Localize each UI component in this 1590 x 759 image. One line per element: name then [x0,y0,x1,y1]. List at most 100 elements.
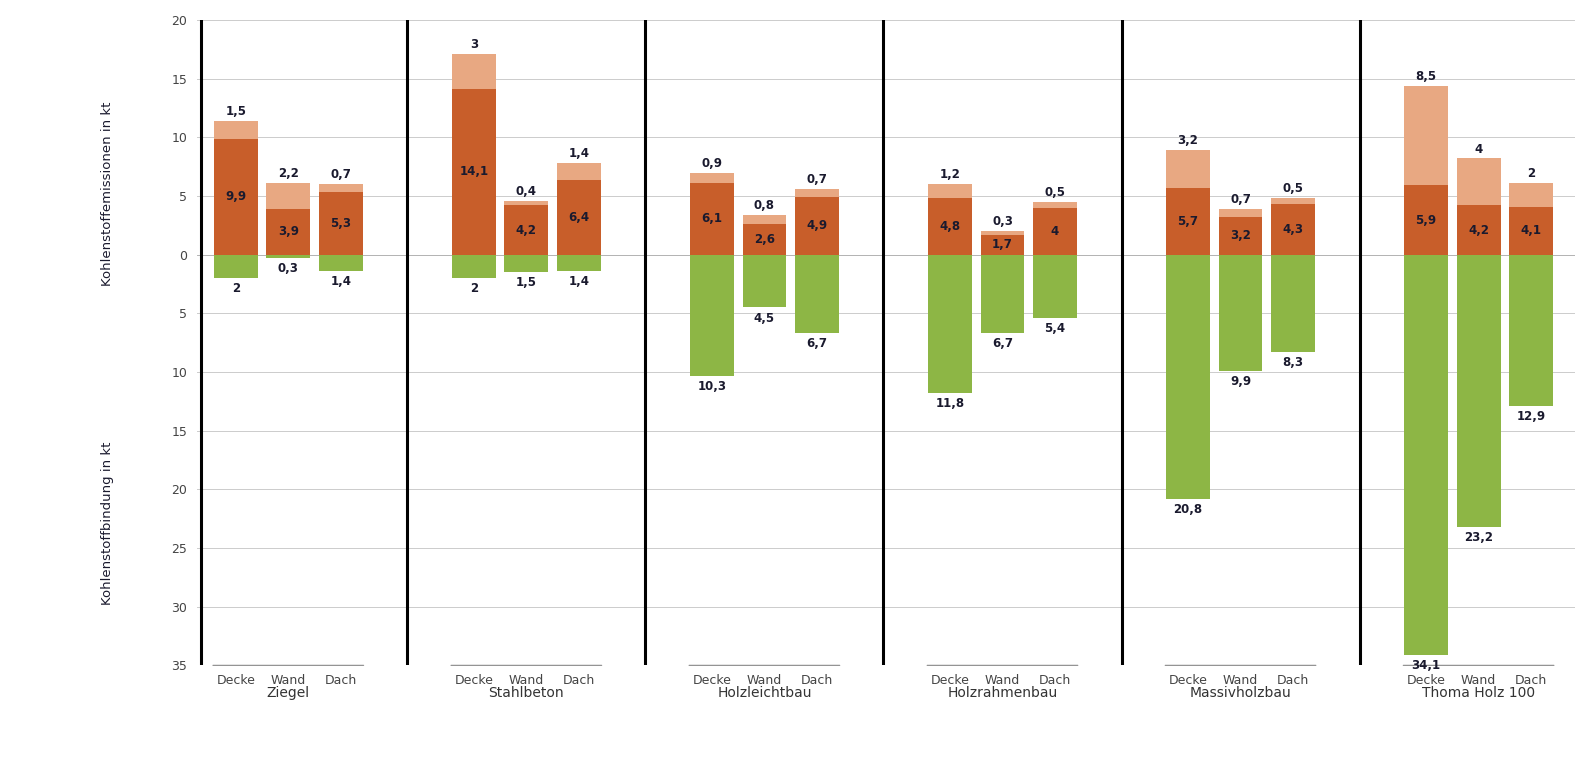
Bar [690,183,733,255]
Text: 2: 2 [469,282,479,295]
Text: 4: 4 [1474,143,1483,156]
Text: Thoma Holz 100: Thoma Holz 100 [1421,686,1536,701]
Bar [1034,202,1076,208]
Bar [213,138,258,255]
Text: 14,1: 14,1 [460,165,488,178]
Bar [1165,187,1210,255]
Text: Kohlenstoffemissionen in kt: Kohlenstoffemissionen in kt [100,102,114,286]
Text: 4,3: 4,3 [1283,223,1304,236]
Bar [743,255,787,307]
Text: Stahlbeton: Stahlbeton [488,686,564,701]
Text: 0,8: 0,8 [754,199,774,212]
Bar [1272,198,1315,204]
Bar [690,255,733,376]
Bar [1404,86,1448,185]
Bar [1034,255,1076,318]
Bar [556,163,601,180]
Text: 9,9: 9,9 [1231,375,1251,388]
Text: 6,7: 6,7 [806,338,827,351]
Bar [1509,206,1553,255]
Bar [504,206,549,255]
Bar [795,197,840,255]
Bar [743,215,787,224]
Text: 3: 3 [469,38,479,51]
Bar [981,231,1024,235]
Bar [743,224,787,255]
Text: 4: 4 [1051,225,1059,238]
Text: 0,5: 0,5 [1045,186,1065,199]
Text: 2,6: 2,6 [754,233,774,246]
Text: 4,2: 4,2 [1468,224,1490,237]
Text: 6,4: 6,4 [568,210,590,224]
Text: 11,8: 11,8 [935,397,965,410]
Bar [452,54,496,90]
Text: 2: 2 [1526,167,1536,180]
Bar [452,255,496,278]
Text: 4,9: 4,9 [806,219,827,232]
Text: 4,2: 4,2 [515,224,537,237]
Text: 4,5: 4,5 [754,312,774,325]
Bar [213,255,258,278]
Bar [1272,204,1315,255]
Bar [1034,208,1076,255]
Bar [929,255,971,393]
Text: 0,7: 0,7 [331,168,351,181]
Bar [1272,255,1315,352]
Bar [981,255,1024,333]
Text: 4,8: 4,8 [940,220,960,233]
Text: 1,4: 1,4 [331,276,351,288]
Text: 6,1: 6,1 [701,213,722,225]
Bar [320,255,363,271]
Text: 0,5: 0,5 [1283,182,1304,195]
Bar [320,193,363,255]
Text: 1,5: 1,5 [226,105,246,118]
Bar [1165,150,1210,187]
Bar [452,90,496,255]
Text: 3,2: 3,2 [1178,134,1199,147]
Text: Holzleichtbau: Holzleichtbau [717,686,811,701]
Text: 12,9: 12,9 [1517,410,1545,423]
Text: Kohlenstoffbindung in kt: Kohlenstoffbindung in kt [100,442,114,605]
Text: 10,3: 10,3 [698,380,727,392]
Text: 0,3: 0,3 [992,216,1013,228]
Text: Massivholzbau: Massivholzbau [1189,686,1291,701]
Text: 5,9: 5,9 [1415,213,1437,226]
Bar [1218,209,1262,217]
Text: 0,7: 0,7 [806,173,827,186]
Text: 6,7: 6,7 [992,338,1013,351]
Text: 0,9: 0,9 [701,156,722,169]
Text: 4,1: 4,1 [1520,224,1542,237]
Text: 0,4: 0,4 [515,184,537,198]
Bar [929,184,971,198]
Bar [1509,255,1553,406]
Text: 1,2: 1,2 [940,168,960,181]
Bar [267,255,310,258]
Bar [795,255,840,333]
Text: 1,4: 1,4 [568,276,590,288]
Text: 2: 2 [232,282,240,295]
Text: 3,2: 3,2 [1231,229,1251,242]
Bar [1404,255,1448,655]
Text: 1,5: 1,5 [515,276,537,289]
Bar [929,198,971,255]
Text: 34,1: 34,1 [1412,659,1441,672]
Text: 2,2: 2,2 [278,167,299,180]
Text: 8,3: 8,3 [1283,356,1304,369]
Bar [556,255,601,271]
Text: 23,2: 23,2 [1464,531,1493,544]
Bar [213,121,258,138]
Text: 5,7: 5,7 [1178,215,1199,228]
Text: 3,9: 3,9 [278,225,299,238]
Bar [981,235,1024,255]
Bar [556,180,601,255]
Text: Holzrahmenbau: Holzrahmenbau [948,686,1057,701]
Text: Ziegel: Ziegel [267,686,310,701]
Bar [320,184,363,193]
Bar [1165,255,1210,499]
Bar [504,255,549,272]
Bar [795,189,840,197]
Bar [1509,183,1553,206]
Text: 1,7: 1,7 [992,238,1013,251]
Text: 0,3: 0,3 [278,263,299,276]
Bar [690,172,733,183]
